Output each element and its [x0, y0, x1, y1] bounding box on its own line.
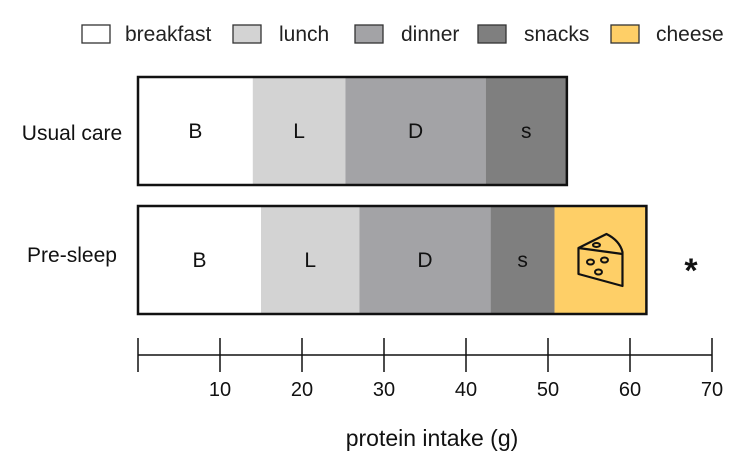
bar-segment-usual-care-dinner	[345, 77, 486, 185]
segment-label-pre-sleep-dinner: D	[417, 249, 432, 272]
bar-outline-usual-care	[136, 75, 569, 187]
category-label-pre-sleep: Pre-sleep	[27, 244, 117, 267]
legend-swatch-breakfast	[81, 24, 111, 44]
x-axis: 10 20 30 40 50 60 70	[137, 338, 723, 401]
x-tick-label-40: 40	[455, 379, 477, 401]
significance-marker-pre-sleep: *	[684, 252, 698, 290]
annotations: *	[684, 252, 698, 290]
legend-swatch-cheese	[610, 24, 640, 44]
legend-label-breakfast: breakfast	[125, 23, 212, 46]
bar-segment-usual-care-breakfast	[138, 77, 253, 185]
segment-label-usual-care-lunch: L	[293, 120, 305, 143]
bar-outline-pre-sleep	[136, 204, 648, 316]
bar-segment-usual-care-snacks	[485, 77, 567, 185]
legend-swatch-dinner	[354, 24, 384, 44]
category-label-usual-care: Usual care	[22, 122, 122, 145]
bar-segment-pre-sleep-snacks	[490, 206, 555, 314]
legend-swatch-snacks	[477, 24, 507, 44]
legend-label-cheese: cheese	[656, 23, 724, 46]
category-labels: Usual care Pre-sleep	[22, 122, 122, 267]
bar-segment-usual-care-lunch	[252, 77, 346, 185]
x-tick-label-70: 70	[701, 379, 723, 401]
x-tick-label-60: 60	[619, 379, 641, 401]
segment-label-usual-care-snacks: s	[521, 120, 532, 143]
x-tick-label-20: 20	[291, 379, 313, 401]
x-tick-label-10: 10	[209, 379, 231, 401]
x-axis-title: protein intake (g)	[346, 425, 519, 451]
x-tick-label-50: 50	[537, 379, 559, 401]
legend: breakfast lunch dinner snacks cheese	[81, 23, 724, 46]
legend-swatch-lunch	[232, 24, 262, 44]
legend-label-snacks: snacks	[524, 23, 589, 46]
bar-segment-pre-sleep-breakfast	[138, 206, 261, 314]
segment-label-pre-sleep-lunch: L	[304, 249, 316, 272]
bar-segment-pre-sleep-lunch	[261, 206, 360, 314]
cheese-icon	[577, 232, 624, 288]
segment-label-pre-sleep-breakfast: B	[192, 249, 206, 272]
bar-segment-pre-sleep-dinner	[359, 206, 491, 314]
segment-label-pre-sleep-snacks: s	[517, 249, 528, 272]
x-tick-label-30: 30	[373, 379, 395, 401]
legend-label-dinner: dinner	[401, 23, 459, 46]
segment-label-usual-care-breakfast: B	[188, 120, 202, 143]
legend-label-lunch: lunch	[279, 23, 329, 46]
segment-label-usual-care-dinner: D	[408, 120, 423, 143]
